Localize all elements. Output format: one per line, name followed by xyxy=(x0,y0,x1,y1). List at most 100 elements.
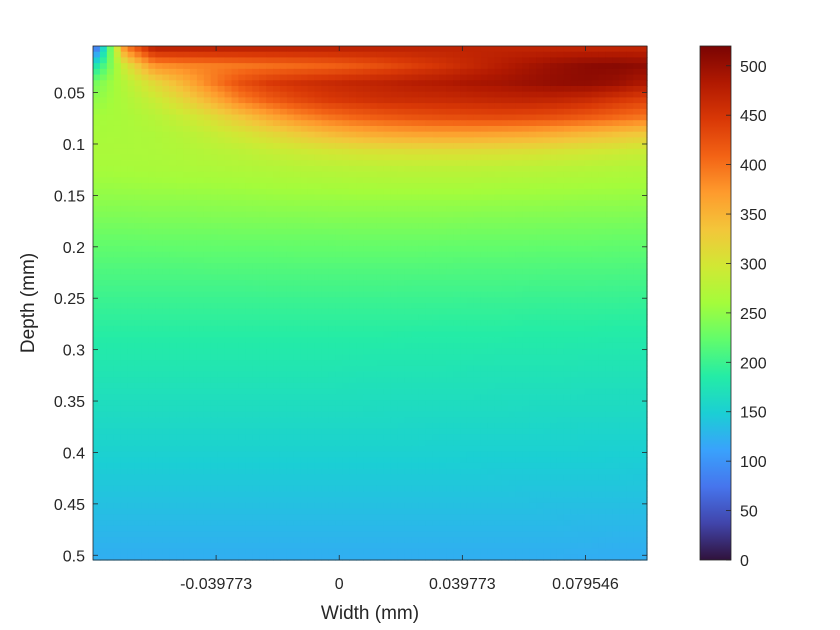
heatmap-cell xyxy=(626,97,634,104)
heatmap-cell xyxy=(273,85,281,93)
heatmap-cell xyxy=(591,74,600,81)
heatmap-cell xyxy=(425,137,433,144)
heatmap-cell xyxy=(584,228,593,236)
heatmap-cell xyxy=(224,382,233,390)
heatmap-cell xyxy=(563,223,572,230)
heatmap-cell xyxy=(612,365,620,373)
heatmap-cell xyxy=(473,148,482,156)
heatmap-cell xyxy=(210,342,219,350)
heatmap-cell xyxy=(460,337,468,344)
heatmap-cell xyxy=(411,57,420,64)
heatmap-cell xyxy=(286,274,295,281)
heatmap-cell xyxy=(563,245,572,253)
heatmap-cell xyxy=(577,85,586,93)
heatmap-cell xyxy=(522,263,530,270)
heatmap-cell xyxy=(245,291,253,298)
heatmap-cell xyxy=(155,74,163,81)
heatmap-cell xyxy=(231,160,240,167)
heatmap-cell xyxy=(605,165,613,173)
heatmap-cell xyxy=(460,314,468,321)
heatmap-cell xyxy=(279,377,288,384)
heatmap-cell xyxy=(418,325,426,333)
heatmap-cell xyxy=(169,57,177,64)
heatmap-cell xyxy=(494,285,503,293)
heatmap-cell xyxy=(508,154,517,161)
heatmap-cell xyxy=(612,120,620,127)
heatmap-cell xyxy=(494,131,503,138)
heatmap-cell xyxy=(598,388,607,395)
heatmap-cell xyxy=(176,303,184,310)
heatmap-cell xyxy=(356,103,364,110)
heatmap-cell xyxy=(418,194,426,201)
heatmap-cell xyxy=(217,245,226,253)
heatmap-cell xyxy=(390,171,399,178)
heatmap-cell xyxy=(342,263,350,270)
heatmap-cell xyxy=(169,331,177,338)
heatmap-cell xyxy=(370,365,378,373)
heatmap-cell xyxy=(383,194,392,201)
heatmap-cell xyxy=(113,280,122,287)
heatmap-cell xyxy=(390,274,399,281)
heatmap-cell xyxy=(217,148,226,156)
heatmap-cell xyxy=(584,308,593,316)
heatmap-cell xyxy=(508,285,517,293)
heatmap-cell xyxy=(155,188,163,196)
heatmap-cell xyxy=(321,85,330,93)
heatmap-cell xyxy=(349,171,357,178)
heatmap-cell xyxy=(252,303,260,310)
heatmap-cell xyxy=(397,143,406,150)
heatmap-cell xyxy=(314,394,323,401)
heatmap-cell xyxy=(266,291,274,298)
heatmap-cell xyxy=(453,51,461,59)
heatmap-cell xyxy=(418,245,426,253)
heatmap-cell xyxy=(342,291,350,298)
heatmap-cell xyxy=(141,120,149,127)
heatmap-cell xyxy=(134,325,143,333)
heatmap-cell xyxy=(273,360,281,367)
heatmap-cell xyxy=(383,331,392,338)
heatmap-cell xyxy=(252,342,260,350)
heatmap-cell xyxy=(169,394,177,401)
heatmap-cell xyxy=(473,297,482,304)
heatmap-cell xyxy=(266,388,274,395)
heatmap-cell xyxy=(99,388,108,395)
heatmap-cell xyxy=(418,291,426,298)
heatmap-cell xyxy=(162,274,170,281)
heatmap-cell xyxy=(162,297,170,304)
heatmap-cell xyxy=(404,337,413,344)
heatmap-cell xyxy=(584,251,593,258)
heatmap-cell xyxy=(134,205,143,213)
heatmap-cell xyxy=(577,171,586,178)
heatmap-cell xyxy=(120,257,129,264)
heatmap-cell xyxy=(584,354,593,361)
heatmap-cell xyxy=(439,297,447,304)
heatmap-cell xyxy=(286,325,295,333)
heatmap-cell xyxy=(127,377,136,384)
heatmap-cell xyxy=(612,303,620,310)
heatmap-cell xyxy=(570,314,579,321)
heatmap-cell xyxy=(494,103,503,110)
heatmap-cell xyxy=(279,51,288,59)
heatmap-cell xyxy=(619,217,627,224)
heatmap-cell xyxy=(522,51,530,59)
heatmap-cell xyxy=(501,308,510,316)
heatmap-cell xyxy=(501,46,510,53)
heatmap-cell xyxy=(203,68,212,76)
heatmap-cell xyxy=(543,194,551,201)
heatmap-cell xyxy=(363,165,371,173)
heatmap-cell xyxy=(273,165,281,173)
heatmap-cell xyxy=(591,68,600,76)
heatmap-cell xyxy=(543,63,551,70)
heatmap-cell xyxy=(238,320,246,327)
heatmap-cell xyxy=(577,125,586,133)
heatmap-cell xyxy=(633,183,641,190)
heatmap-cell xyxy=(432,183,440,190)
heatmap-cell xyxy=(605,234,613,241)
heatmap-cell xyxy=(238,143,246,150)
heatmap-cell xyxy=(314,331,323,338)
heatmap-cell xyxy=(93,57,101,64)
heatmap-cell xyxy=(245,342,253,350)
heatmap-cell xyxy=(245,388,253,395)
heatmap-cell xyxy=(279,143,288,150)
heatmap-cell xyxy=(120,74,129,81)
